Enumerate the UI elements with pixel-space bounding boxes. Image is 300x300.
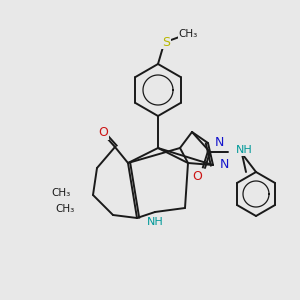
Text: N: N [215,136,224,149]
Text: O: O [192,169,202,182]
Text: NH: NH [147,217,164,227]
Text: S: S [162,35,170,49]
Text: NH: NH [236,145,253,155]
Text: CH₃: CH₃ [52,188,71,198]
Text: CH₃: CH₃ [178,29,198,39]
Text: N: N [220,158,230,172]
Text: O: O [98,127,108,140]
Text: CH₃: CH₃ [56,204,75,214]
